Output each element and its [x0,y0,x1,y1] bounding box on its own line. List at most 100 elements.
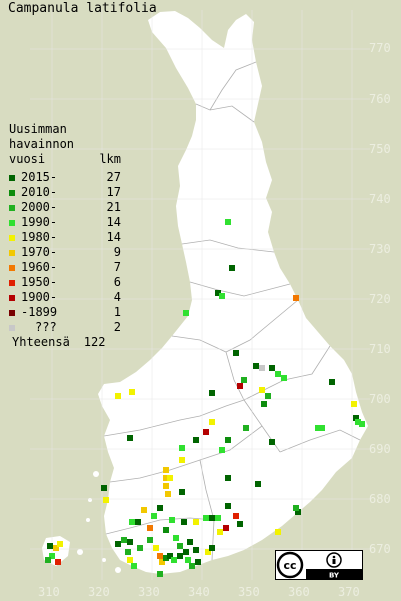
observation-square [255,481,261,487]
observation-points [45,219,365,577]
observation-square [55,559,61,565]
observation-square [179,489,185,495]
observation-square [229,265,235,271]
easting-tick-label: 330 [138,585,160,599]
observation-square [265,393,271,399]
legend-swatch [9,279,15,286]
legend-item: 1990- 14 [9,215,139,230]
observation-square [173,535,179,541]
observation-square [275,529,281,535]
observation-square [225,475,231,481]
northing-tick-label: 740 [369,192,391,206]
legend-count: 21 [106,200,121,214]
observation-square [151,513,157,519]
observation-square [163,527,169,533]
observation-square [269,439,275,445]
northing-tick-label: 690 [369,442,391,456]
observation-square [215,290,221,296]
legend-count: 4 [113,290,121,304]
observation-square [225,503,231,509]
by-label: BY [329,572,340,580]
observation-square [177,543,183,549]
observation-square [185,557,191,563]
legend-col-year: vuosi [9,152,46,166]
observation-square [125,549,131,555]
cc-logo-icon [276,551,304,579]
legend-label: 1970- [21,245,58,259]
legend-item: 1950- 6 [9,275,139,290]
legend-label: 2000- [21,200,58,214]
observation-square [233,350,239,356]
legend-count: 7 [113,260,121,274]
observation-square [203,429,209,435]
observation-square [153,545,159,551]
observation-square [157,571,163,577]
observation-square [181,519,187,525]
observation-square [259,365,265,371]
legend-count: 1 [113,305,121,319]
map-title: Campanula latifolia [8,1,157,16]
observation-square [137,545,143,551]
legend-item: 2015- 27 [9,170,139,185]
observation-square [329,379,335,385]
observation-square [269,365,275,371]
observation-square [163,467,169,473]
legend-swatch [9,294,15,301]
cc-by-license-badge[interactable]: cc BY [275,550,363,580]
observation-square [57,541,63,547]
observation-square [261,401,267,407]
observation-square [183,310,189,316]
observation-square [209,545,215,551]
observation-square [241,377,247,383]
observation-square [193,437,199,443]
observation-square [259,387,265,393]
observation-square [281,375,287,381]
legend-swatch [9,204,15,211]
observation-square [45,557,51,563]
observation-square [223,525,229,531]
observation-square [121,537,127,543]
easting-tick-label: 360 [288,585,310,599]
observation-square [163,483,169,489]
observation-square [217,529,223,535]
observation-square [141,507,147,513]
legend-swatch [9,264,15,271]
observation-square [163,475,169,481]
observation-square [169,517,175,523]
legend-total: Yhteensä 122 [12,335,105,349]
legend-swatch [9,219,15,226]
observation-square [115,541,121,547]
observation-square [53,545,59,551]
observation-square [177,553,183,559]
legend-count: 6 [113,275,121,289]
observation-square [359,421,365,427]
observation-square [351,401,357,407]
observation-square [209,390,215,396]
legend-count: 9 [113,245,121,259]
observation-square [219,293,225,299]
easting-tick-label: 350 [238,585,260,599]
observation-square [193,547,199,553]
legend-swatch [9,249,15,256]
northing-tick-label: 710 [369,342,391,356]
legend-item: 1970- 9 [9,245,139,260]
legend-swatch [9,324,15,331]
observation-square [163,555,169,561]
legend-item: -1899 1 [9,305,139,320]
observation-square [193,519,199,525]
easting-tick-label: 310 [38,585,60,599]
legend-swatch [9,174,15,181]
legend-count: 2 [113,320,121,334]
legend-column-headers: vuosi lkm [9,152,121,167]
legend-label: 1950- [21,275,58,289]
legend-swatch [9,234,15,241]
legend-count: 14 [106,215,121,229]
observation-square [159,559,165,565]
legend-heading-line-1: Uusimman [9,122,67,136]
observation-square [49,553,55,559]
observation-square [47,543,53,549]
observation-square [127,435,133,441]
northing-tick-label: 750 [369,142,391,156]
observation-square [203,515,209,521]
observation-square [103,497,109,503]
